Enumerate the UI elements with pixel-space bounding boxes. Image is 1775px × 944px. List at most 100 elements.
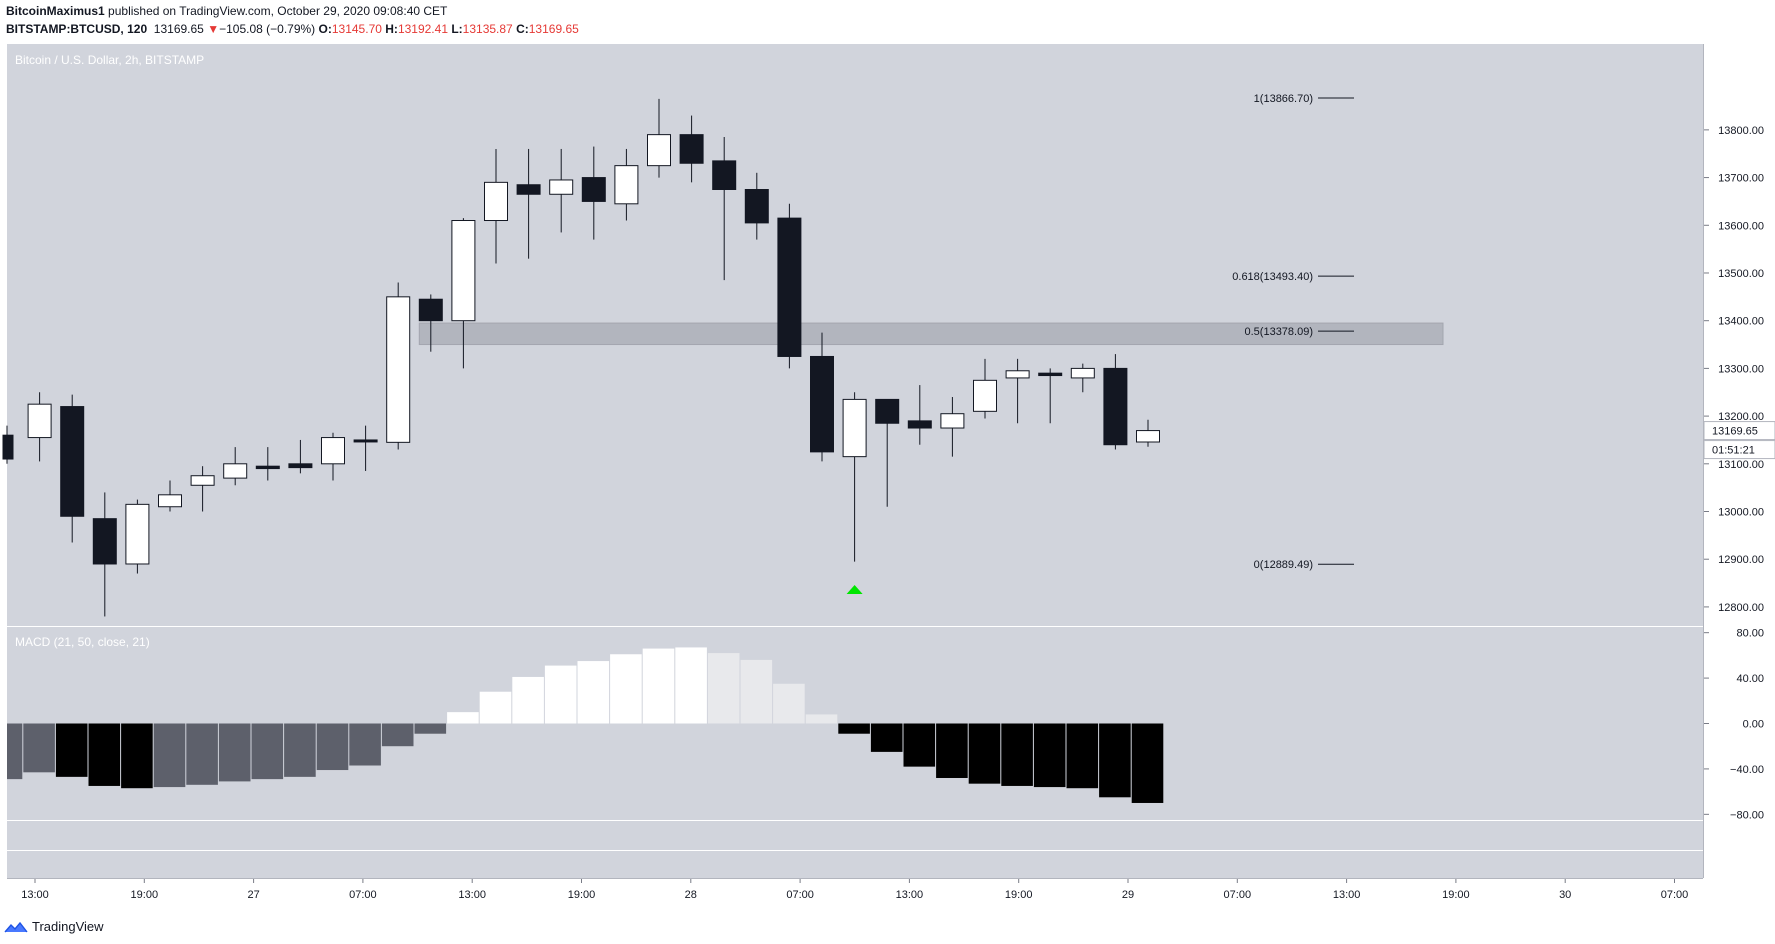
time-tick-label: 28 <box>685 889 697 901</box>
time-tick-label: 19:00 <box>131 889 159 901</box>
fib-level-label: 0.618(13493.40) <box>1232 271 1313 283</box>
time-axis[interactable] <box>7 879 1703 909</box>
time-tick-label: 07:00 <box>1661 889 1689 901</box>
candle <box>1136 419 1160 447</box>
macd-title: MACD (21, 50, close, 21) <box>15 635 150 649</box>
macd-bar <box>675 647 707 724</box>
macd-bar <box>805 714 838 724</box>
open-label: O: <box>318 22 332 36</box>
candle-body <box>451 220 476 322</box>
time-tick-label: 13:00 <box>896 889 924 901</box>
candle <box>125 499 150 574</box>
candle-body <box>125 503 150 565</box>
published-text: published on TradingView.com, October 29… <box>108 4 448 18</box>
candle-body <box>27 403 52 439</box>
time-tick-label: 07:00 <box>1224 889 1252 901</box>
time-tick-label: 29 <box>1122 889 1134 901</box>
price-tick-label: 13800.00 <box>1718 125 1764 137</box>
price-tick-label: 13300.00 <box>1718 363 1764 375</box>
change-down-icon: ▼ <box>207 22 220 36</box>
candle-body <box>810 355 834 453</box>
candle <box>1070 363 1095 393</box>
candle-body <box>744 189 769 224</box>
time-tick-label: 19:00 <box>1442 889 1470 901</box>
tradingview-logo[interactable]: TradingView <box>4 919 104 934</box>
macd-tick-label: −80.00 <box>1730 809 1764 821</box>
time-tick-label: 30 <box>1559 889 1571 901</box>
macd-bar <box>186 723 218 785</box>
macd-bar <box>121 723 153 789</box>
candle-body <box>907 420 932 429</box>
macd-tick-label: 0.00 <box>1743 719 1764 731</box>
close-label: C: <box>516 22 529 36</box>
macd-bar <box>903 723 936 767</box>
candle-body <box>321 437 345 465</box>
macd-bar <box>577 661 610 724</box>
time-tick-label: 19:00 <box>1005 889 1033 901</box>
macd-bar <box>707 653 740 724</box>
time-tick-label: 13:00 <box>458 889 486 901</box>
candle <box>92 492 117 617</box>
candle-body <box>712 160 737 190</box>
macd-tick-label: −40.00 <box>1730 764 1764 776</box>
macd-bar <box>7 723 23 780</box>
price-tick-label: 13600.00 <box>1718 220 1764 232</box>
time-tick-label: 27 <box>247 889 259 901</box>
candle-body <box>679 134 704 164</box>
macd-bar <box>381 723 414 747</box>
macd-bar <box>23 723 55 773</box>
time-tick-label: 13:00 <box>21 889 49 901</box>
candle <box>810 332 834 462</box>
price-tick-label: 12900.00 <box>1718 554 1764 566</box>
author-name[interactable]: BitcoinMaximus1 <box>6 4 105 18</box>
candle-body <box>581 177 606 202</box>
candle-body <box>223 463 248 479</box>
candle <box>1038 368 1063 424</box>
macd-bar <box>349 723 381 766</box>
footer-brand: TradingView <box>32 919 104 934</box>
scale-label: 1: USD ⁞0 <box>1712 53 1760 65</box>
candle-body <box>647 134 671 167</box>
macd-bar <box>642 648 675 724</box>
candle <box>875 398 900 507</box>
tradingview-logo-icon <box>4 921 28 932</box>
candle-body <box>60 406 85 517</box>
price-axis[interactable] <box>1704 44 1775 878</box>
empty-pane[interactable] <box>7 821 1703 878</box>
high-label: H: <box>385 22 398 36</box>
candle-body <box>1005 370 1030 379</box>
candle <box>255 447 280 481</box>
candle <box>516 148 541 259</box>
price-tick-label: 13100.00 <box>1718 459 1764 471</box>
candle <box>647 98 671 178</box>
macd-bar <box>1131 723 1164 803</box>
candle <box>418 294 443 352</box>
macd-tick-label: 80.00 <box>1736 628 1764 640</box>
macd-bar <box>838 723 870 734</box>
last-price: 13169.65 <box>153 22 204 36</box>
macd-bar <box>1099 723 1131 798</box>
candle <box>581 146 606 240</box>
high-value: 13192.41 <box>397 22 448 36</box>
candle <box>223 447 248 486</box>
candle-body <box>190 475 215 486</box>
candle-body <box>1103 367 1128 446</box>
candle <box>549 148 574 233</box>
candle-body <box>418 298 443 322</box>
buy-signal-icon <box>846 585 863 594</box>
candle <box>907 385 932 445</box>
macd-bar <box>479 691 512 724</box>
fib-level-label: 0.5(13378.09) <box>1245 326 1314 338</box>
candle-body <box>288 463 313 469</box>
macd-bar <box>153 723 186 788</box>
macd-bar <box>316 723 349 771</box>
candle <box>190 466 215 512</box>
macd-tick-label: 40.00 <box>1736 673 1764 685</box>
macd-bar <box>968 723 1001 784</box>
macd-bar <box>870 723 903 752</box>
low-label: L: <box>451 22 463 36</box>
candle <box>712 137 737 281</box>
publish-info: BitcoinMaximus1 published on TradingView… <box>6 4 447 18</box>
candle <box>60 394 85 543</box>
